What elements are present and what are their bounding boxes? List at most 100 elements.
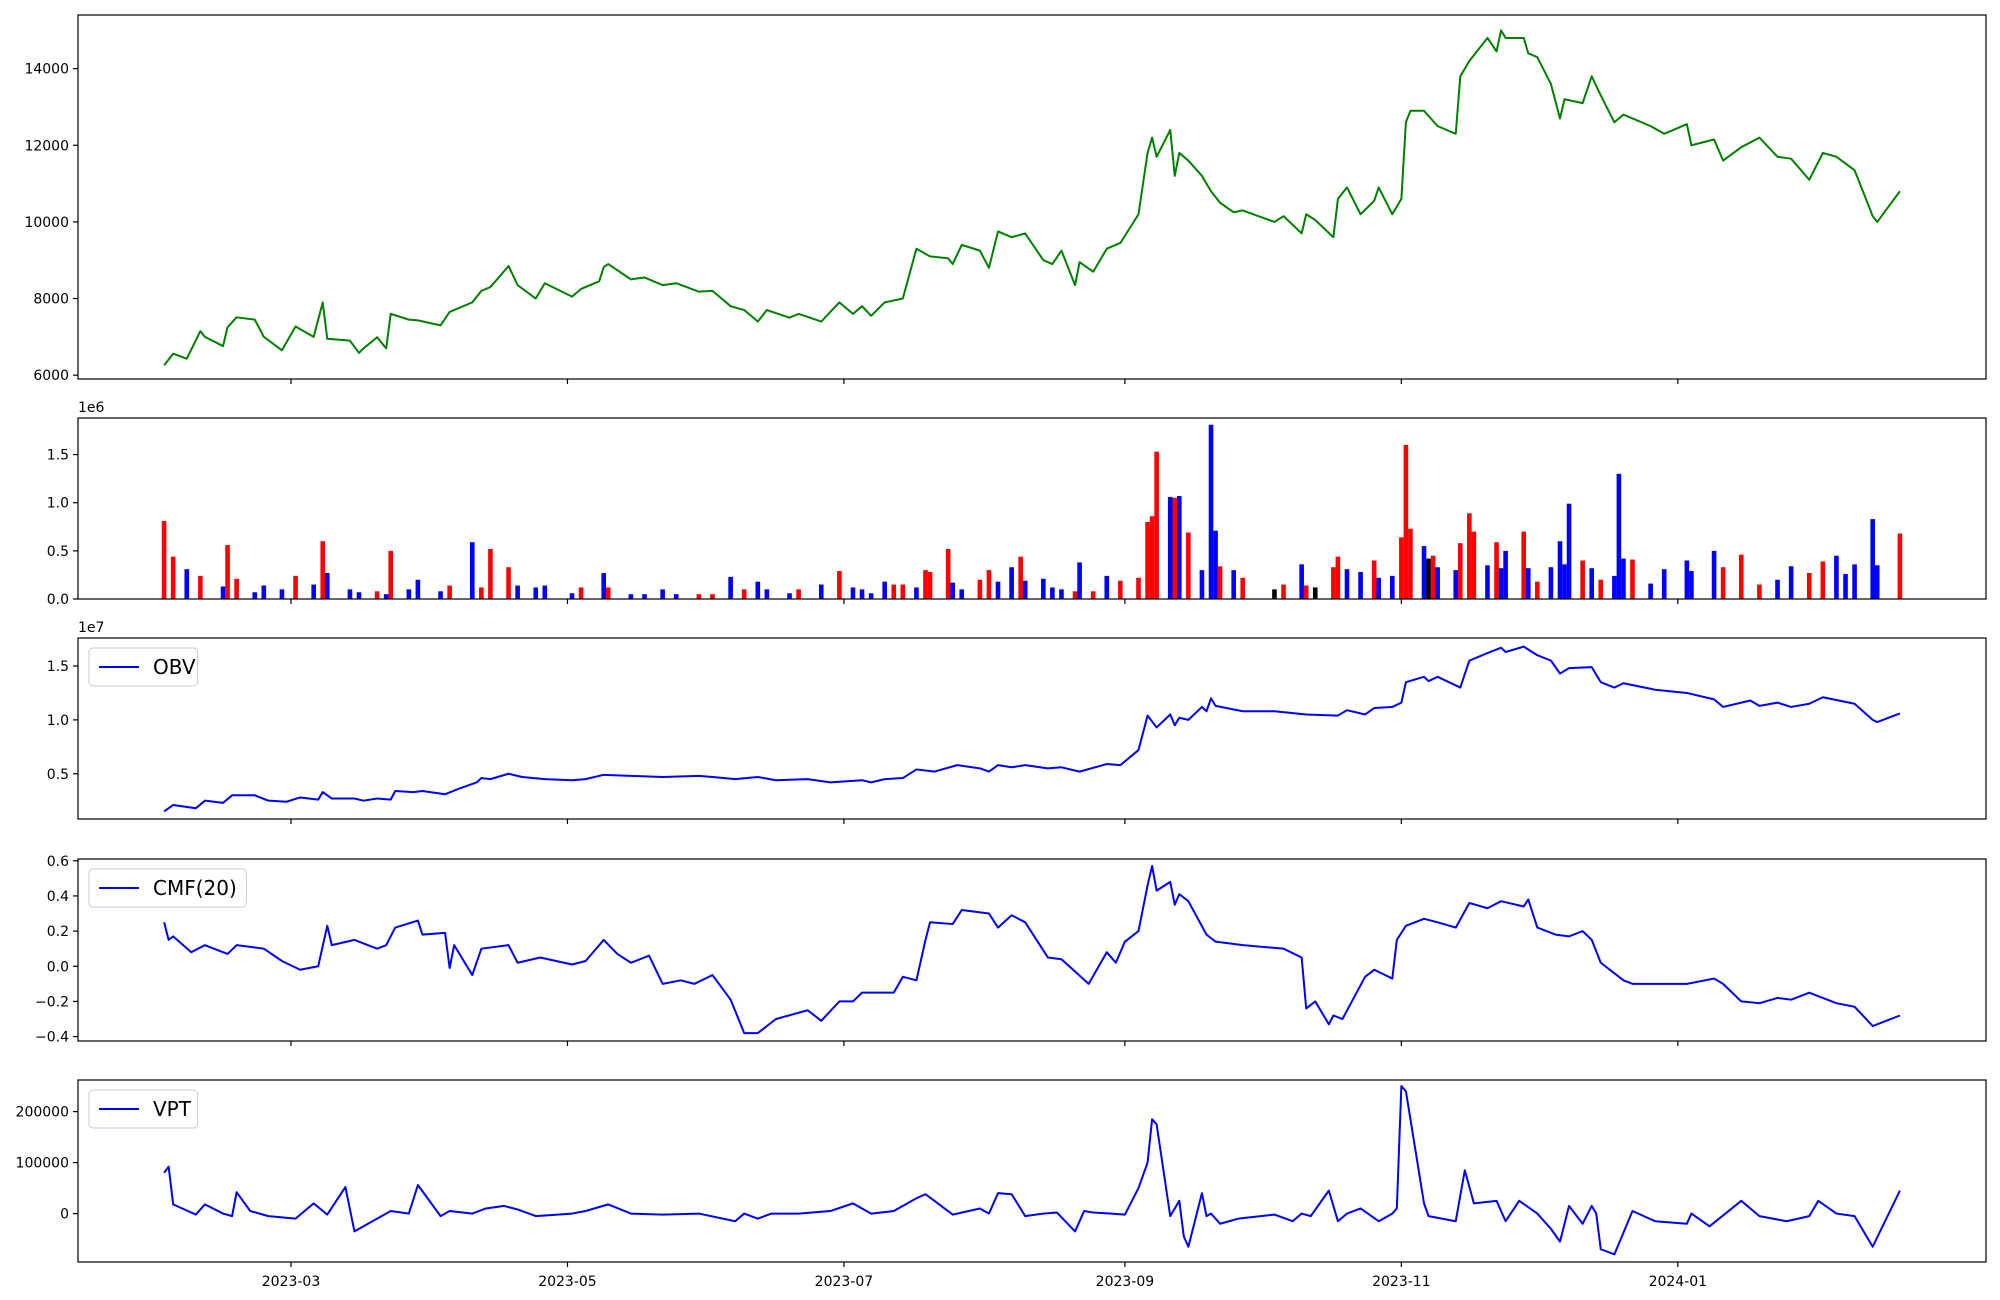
xtick-label-4: 2023-11	[1372, 1274, 1431, 1290]
volume-bar-117	[1535, 581, 1540, 599]
cmf-legend-label: CMF(20)	[153, 876, 237, 900]
volume-bar-108	[1457, 543, 1463, 599]
obv-panel: 0.5 1.0 1.5 1e7 OBV	[47, 620, 1987, 824]
price-panel: 6000 8000 10000 12000 14000	[24, 14, 1987, 384]
volume-bar-16	[374, 591, 380, 599]
obv-legend-label: OBV	[153, 655, 196, 679]
volume-bar-37	[673, 594, 679, 599]
volume-bar-59	[959, 589, 965, 599]
obv-axes-frame	[77, 637, 1987, 820]
xtick-label-1: 2023-05	[538, 1274, 597, 1290]
volume-panel: 0.0 0.5 1.0 1.5 1e6	[47, 400, 1987, 608]
volume-bar-113	[1498, 568, 1504, 599]
volume-bar-120	[1562, 564, 1567, 599]
volume-bar-2	[184, 569, 190, 599]
vpt-ytick-label-0: 0	[60, 1207, 69, 1223]
volume-bar-44	[787, 593, 792, 599]
volume-bar-87	[1240, 577, 1246, 599]
volume-bar-21	[438, 591, 443, 599]
obv-ytick-label-2: 1.5	[47, 659, 69, 675]
volume-bar-41	[741, 589, 747, 599]
obv-ytick-label-0: 0.5	[47, 767, 69, 783]
volume-bar-139	[1806, 573, 1812, 599]
volume-bar-9	[279, 589, 285, 599]
volume-bar-106	[1435, 567, 1440, 599]
volume-bar-116	[1525, 568, 1531, 599]
volume-bar-25	[488, 548, 493, 599]
volume-bar-92	[1312, 587, 1318, 599]
volume-bar-76	[1149, 516, 1155, 599]
volume-bar-7	[252, 592, 258, 599]
volume-bar-78	[1167, 496, 1173, 599]
volume-bar-84	[1213, 530, 1218, 599]
volume-bar-77	[1154, 451, 1159, 599]
cmf-ytick-label-4: 0.4	[47, 889, 69, 905]
volume-bar-56	[927, 572, 933, 599]
volume-bar-6	[234, 578, 239, 599]
volume-bar-3	[198, 575, 203, 599]
price-ytick-label-2: 10000	[24, 215, 69, 231]
volume-bar-34	[628, 594, 634, 599]
volume-bar-102	[1408, 528, 1413, 599]
volume-bar-133	[1711, 550, 1717, 599]
volume-bar-39	[710, 594, 715, 599]
cmf-legend-box	[88, 868, 247, 908]
volume-bar-71	[1090, 591, 1096, 599]
volume-bar-79	[1172, 497, 1178, 599]
cmf-axes-frame	[77, 858, 1987, 1042]
cmf-ytick-label-2: 0.0	[47, 959, 69, 975]
volume-bar-14	[347, 589, 353, 599]
volume-offset-label: 1e6	[78, 400, 105, 416]
vpt-legend-label: VPT	[153, 1097, 192, 1121]
price-ytick-label-3: 12000	[24, 138, 69, 154]
obv-ytick-label-1: 1.0	[47, 713, 69, 729]
volume-bar-98	[1376, 577, 1381, 599]
volume-bar-0	[161, 521, 167, 599]
volume-bar-8	[261, 585, 267, 599]
volume-bar-134	[1720, 567, 1726, 599]
volume-bar-35	[642, 594, 647, 599]
xtick-label-0: 2023-03	[262, 1274, 321, 1290]
volume-bar-30	[569, 593, 575, 599]
volume-bar-55	[923, 570, 928, 599]
volume-bar-88	[1272, 589, 1277, 599]
volume-bar-93	[1331, 567, 1336, 599]
volume-bar-99	[1390, 575, 1395, 599]
cmf-ytick-label-3: 0.2	[47, 924, 69, 940]
volume-bar-114	[1503, 550, 1508, 599]
volume-bar-129	[1648, 583, 1653, 599]
volume-bar-111	[1485, 565, 1490, 599]
vpt-line	[163, 1085, 1901, 1256]
volume-bar-138	[1788, 566, 1794, 599]
volume-bar-54	[914, 587, 919, 599]
volume-bar-28	[533, 587, 539, 599]
volume-bar-100	[1399, 537, 1404, 599]
volume-bar-27	[515, 585, 520, 599]
volume-bar-19	[406, 589, 412, 599]
volume-bar-96	[1358, 572, 1363, 599]
volume-bar-22	[447, 585, 452, 599]
xtick-label-3: 2023-09	[1096, 1274, 1155, 1290]
volume-ytick-label-1: 0.5	[47, 544, 69, 560]
volume-bar-60	[977, 579, 983, 599]
volume-bar-105	[1430, 555, 1436, 599]
volume-bar-104	[1426, 558, 1431, 599]
volume-bar-140	[1820, 561, 1826, 599]
volume-bar-66	[1041, 578, 1046, 599]
volume-bar-12	[320, 541, 326, 599]
volume-bar-15	[356, 592, 362, 599]
volume-axes-frame	[77, 417, 1987, 600]
volume-bar-10	[293, 575, 298, 599]
volume-bar-5	[225, 545, 230, 599]
volume-bar-91	[1303, 585, 1309, 599]
vpt-panel: 0 100000 200000 VPT 2023-03 2023-05 2023-07 202…	[16, 1079, 1987, 1290]
volume-bar-145	[1874, 565, 1880, 599]
volume-bar-132	[1689, 571, 1694, 599]
price-line	[163, 29, 1901, 366]
vpt-legend-box	[88, 1089, 199, 1129]
volume-bar-50	[868, 593, 874, 599]
obv-offset-label: 1e7	[78, 620, 104, 636]
volume-bar-121	[1566, 503, 1572, 599]
volume-bar-118	[1548, 567, 1554, 599]
volume-bar-90	[1299, 564, 1304, 599]
